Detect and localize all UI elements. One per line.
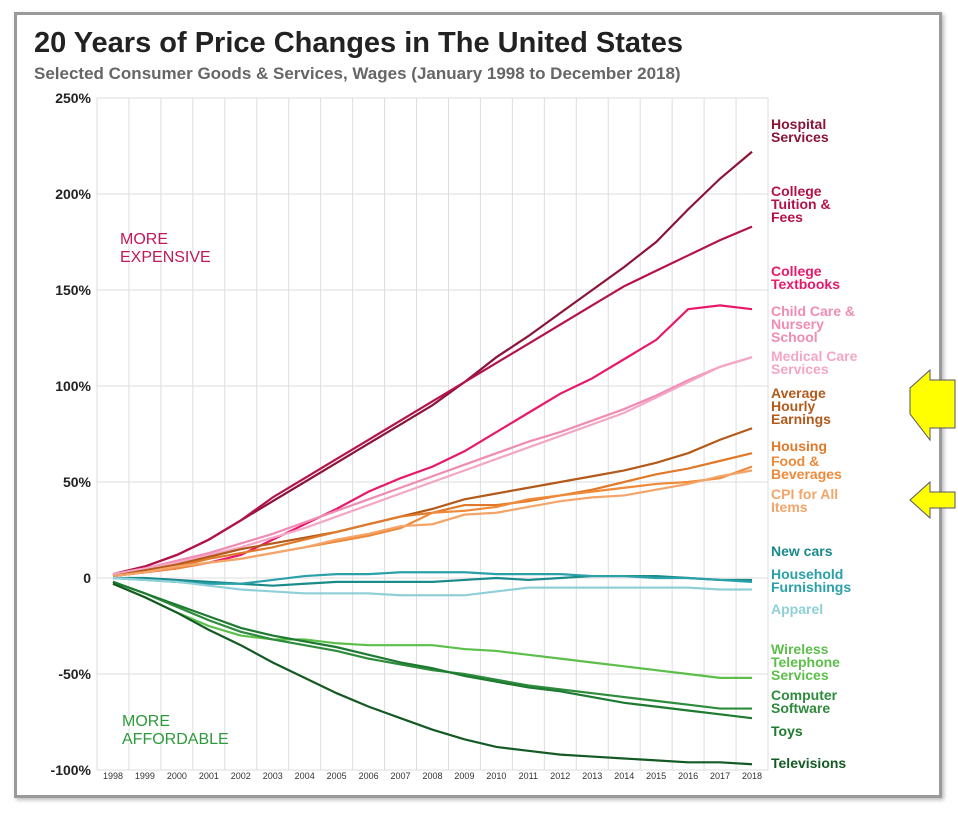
x-tick-label: 2012 [550, 771, 570, 781]
y-tick-label: 150% [55, 282, 91, 298]
x-tick-label: 2009 [454, 771, 474, 781]
x-tick-label: 2008 [422, 771, 442, 781]
series-line [112, 580, 753, 720]
legend-label: Toys [771, 723, 803, 739]
x-tick-label: 2015 [646, 771, 666, 781]
chart-title: 20 Years of Price Changes in The United … [34, 27, 683, 59]
x-tick-label: 2018 [742, 771, 762, 781]
legend-label: Household Furnishings [771, 566, 852, 595]
x-tick-label: 2013 [582, 771, 602, 781]
series-line [112, 356, 753, 576]
y-tick-label: -100% [51, 762, 92, 778]
series-line [112, 225, 753, 576]
x-tick-label: 2011 [519, 771, 538, 781]
legend-label: Average Hourly Earnings [771, 385, 831, 427]
x-tick-label: 2005 [327, 771, 347, 781]
series-line [112, 582, 753, 766]
series-line [112, 356, 753, 576]
legend-label: Child Care & Nursery School [771, 303, 856, 345]
x-tick-label: 1998 [103, 771, 123, 781]
x-tick-label: 2001 [199, 771, 219, 781]
legend-label: Wireless Telephone Services [771, 641, 840, 683]
series-line [112, 580, 753, 710]
series-line [112, 571, 753, 585]
x-tick-label: 2000 [167, 771, 187, 781]
series-line [112, 576, 753, 597]
annotation: MORE AFFORDABLE [122, 713, 229, 748]
legend-label: Food & Beverages [771, 453, 842, 482]
legend-label: Computer Software [771, 687, 838, 716]
y-tick-label: 50% [63, 474, 92, 490]
chart-subtitle: Selected Consumer Goods & Services, Wage… [34, 64, 681, 83]
series-line [112, 574, 753, 587]
legend-label: College Tuition & Fees [771, 183, 831, 225]
legend-label: New cars [771, 543, 833, 559]
legend-label: Televisions [771, 755, 847, 771]
legend-label: Apparel [771, 601, 824, 617]
x-tick-label: 2010 [486, 771, 506, 781]
legend-label: College Textbooks [771, 263, 840, 292]
legend-label: Medical Care Services [771, 348, 858, 377]
legend-label: Housing [771, 438, 827, 454]
legend-label: Hospital Services [771, 116, 829, 145]
x-tick-label: 2007 [391, 771, 411, 781]
x-tick-label: 1999 [135, 771, 155, 781]
series-line [112, 469, 753, 578]
x-tick-label: 2004 [295, 771, 315, 781]
legend-label: CPI for All Items [771, 486, 839, 515]
series-line [112, 150, 753, 576]
y-tick-label: 100% [55, 378, 91, 394]
x-tick-label: 2002 [231, 771, 251, 781]
arrow [909, 480, 956, 520]
series-line [112, 427, 753, 578]
x-tick-label: 2006 [359, 771, 379, 781]
x-tick-label: 2003 [263, 771, 283, 781]
x-tick-label: 2014 [614, 771, 634, 781]
y-tick-label: 200% [55, 186, 91, 202]
series-line [112, 304, 753, 578]
y-tick-label: 250% [55, 90, 91, 106]
series-line [112, 582, 753, 679]
x-tick-label: 2017 [710, 771, 730, 781]
arrow [909, 368, 956, 442]
x-tick-label: 2016 [678, 771, 698, 781]
annotation: MORE EXPENSIVE [120, 231, 211, 266]
y-tick-label: -50% [58, 666, 91, 682]
y-tick-label: 0 [83, 570, 91, 586]
